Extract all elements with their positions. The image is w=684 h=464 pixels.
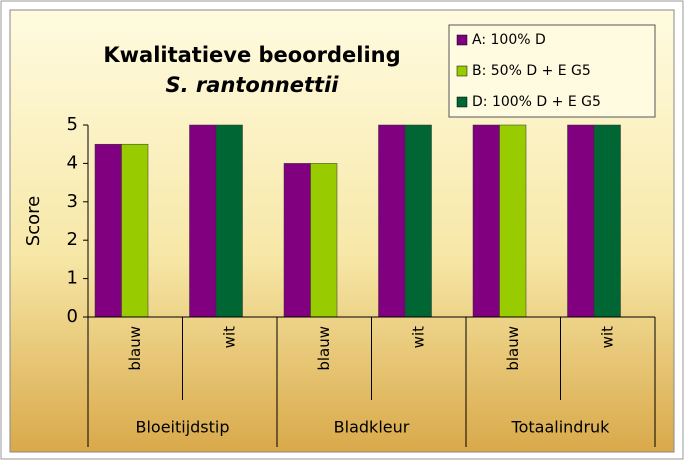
bar [283, 163, 311, 318]
bar [404, 124, 432, 318]
chart-title: Kwalitatieve beoordeling [103, 43, 400, 67]
x-tick-label: blauw [126, 326, 144, 371]
x-tick-label: wit [409, 326, 427, 348]
legend [448, 24, 656, 118]
y-tick-label: 0 [67, 306, 78, 327]
group-label: Bloeitijdstip [135, 418, 229, 437]
group-label: Bladkleur [334, 418, 410, 437]
y-tick-label: 4 [67, 152, 78, 173]
x-tick-label: wit [598, 326, 616, 348]
x-tick-label: blauw [315, 326, 333, 371]
y-tick-label: 1 [67, 268, 78, 289]
bar [378, 124, 406, 318]
bar [94, 143, 122, 318]
y-tick-label: 5 [67, 114, 78, 135]
bar [499, 124, 527, 318]
legend-swatch [456, 96, 468, 108]
x-tick-label: wit [220, 326, 238, 348]
group-label: Totaalindruk [511, 418, 611, 437]
bar [215, 124, 243, 318]
bar [593, 124, 621, 318]
y-tick-label: 2 [67, 229, 78, 250]
bar [121, 143, 149, 318]
legend-label: B: 50% D + E G5 [472, 63, 591, 79]
y-axis-title: Score [23, 196, 44, 246]
x-tick-label: blauw [504, 326, 522, 371]
y-tick-label: 3 [67, 191, 78, 212]
bar [472, 124, 500, 318]
bar [310, 163, 338, 318]
legend-label: D: 100% D + E G5 [472, 94, 601, 110]
legend-label: A: 100% D [472, 32, 546, 48]
legend-swatch [456, 65, 468, 77]
legend-swatch [456, 34, 468, 46]
chart-subtitle: S. rantonnettii [166, 73, 340, 97]
bar [567, 124, 595, 318]
bar [189, 124, 217, 318]
